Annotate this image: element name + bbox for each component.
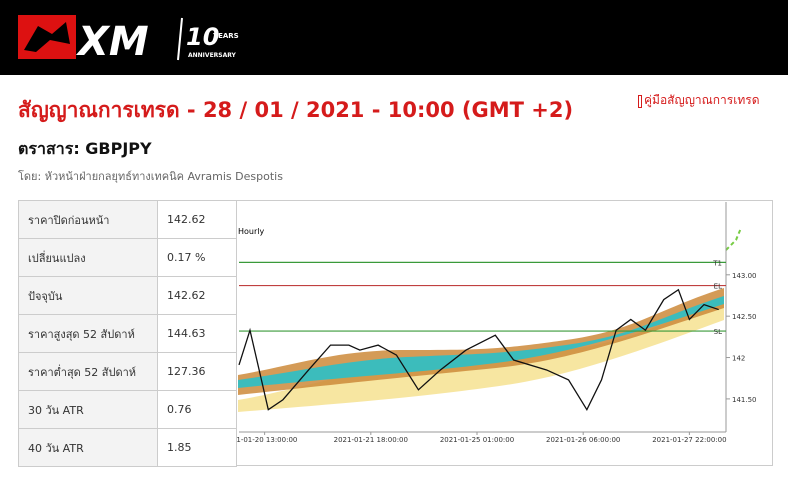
x-tick-label: 2021-01-27 22:00:00 — [652, 436, 726, 444]
anniv-text: ANNIVERSARY — [188, 52, 237, 59]
row-label: ราคาสูงสุด 52 สัปดาห์ — [18, 314, 158, 353]
y-tick-label: 142 — [732, 355, 745, 363]
anniv-years: YEARS — [212, 32, 239, 40]
y-tick-label: 143.00 — [732, 272, 757, 280]
target-arrow — [725, 227, 742, 251]
logo: XM 10 YEARS ANNIVERSARY — [18, 15, 239, 65]
table-row: ราคาสูงสุด 52 สัปดาห์ 144.63 — [18, 314, 237, 353]
band-outer — [238, 300, 724, 412]
row-value: 142.62 — [157, 200, 237, 239]
x-tick-label: 2021-01-21 18:00:00 — [334, 436, 408, 444]
table-row: 40 วัน ATR 1.85 — [18, 428, 237, 467]
row-value: 0.76 — [157, 390, 237, 429]
y-tick-label: 141.50 — [732, 396, 757, 404]
table-row: ราคาต่ำสุด 52 สัปดาห์ 127.36 — [18, 352, 237, 391]
stats-table: ราคาปิดก่อนหน้า 142.62 เปลี่ยนแปลง 0.17 % ปั… — [18, 200, 237, 467]
row-label: ราคาปิดก่อนหน้า — [18, 200, 158, 239]
table-row: ราคาปิดก่อนหน้า 142.62 — [18, 200, 237, 239]
logo-text: XM — [75, 19, 149, 65]
instrument: ตราสาร: GBPJPY — [18, 139, 152, 158]
row-label: เปลี่ยนแปลง — [18, 238, 158, 277]
chart: Hourly 141.50 142 142.50 143.00 21-01-20 13:… — [236, 200, 773, 466]
price-line — [238, 288, 719, 412]
pdf-icon: ​ — [638, 95, 642, 108]
band-inner — [238, 296, 724, 388]
row-value: 0.17 % — [157, 238, 237, 277]
level-label: T1 — [712, 259, 722, 267]
table-row: 30 วัน ATR 0.76 — [18, 390, 237, 429]
chart-frame — [236, 200, 773, 466]
logo-bull — [24, 22, 70, 52]
row-label: 40 วัน ATR — [18, 428, 158, 467]
table-row: เปลี่ยนแปลง 0.17 % — [18, 238, 237, 277]
row-label: 30 วัน ATR — [18, 390, 158, 429]
row-label: ปัจจุบัน — [18, 276, 158, 315]
chart-title: Hourly — [238, 227, 264, 236]
x-tick-label: 2021-01-26 06:00:00 — [546, 436, 620, 444]
page-title: สัญญาณการเทรด - 28 / 01 / 2021 - 10:00 (… — [18, 98, 574, 122]
row-label: ราคาต่ำสุด 52 สัปดาห์ — [18, 352, 158, 391]
anniv-number: 10 — [186, 23, 219, 51]
guide-link-text[interactable]: คู่มือสัญญาณการเทรด — [644, 93, 760, 107]
x-tick-label: 21-01-20 13:00:00 — [236, 436, 297, 444]
y-tick-label: 142.50 — [732, 313, 757, 321]
row-value: 142.62 — [157, 276, 237, 315]
row-value: 127.36 — [157, 352, 237, 391]
level-label: EL — [714, 283, 722, 291]
author: โดย: หัวหน้าฝ่ายกลยุทธ์ทางเทคนิค Avramis… — [18, 170, 283, 183]
row-value: 144.63 — [157, 314, 237, 353]
divider — [177, 17, 183, 61]
table-row: ปัจจุบัน 142.62 — [18, 276, 237, 315]
level-label: SL — [714, 328, 722, 336]
row-value: 1.85 — [157, 428, 237, 467]
guide-link[interactable]: ​คู่มือสัญญาณการเทรด — [638, 91, 760, 110]
x-tick-label: 2021-01-25 01:00:00 — [440, 436, 514, 444]
header: XM 10 YEARS ANNIVERSARY — [0, 0, 788, 75]
